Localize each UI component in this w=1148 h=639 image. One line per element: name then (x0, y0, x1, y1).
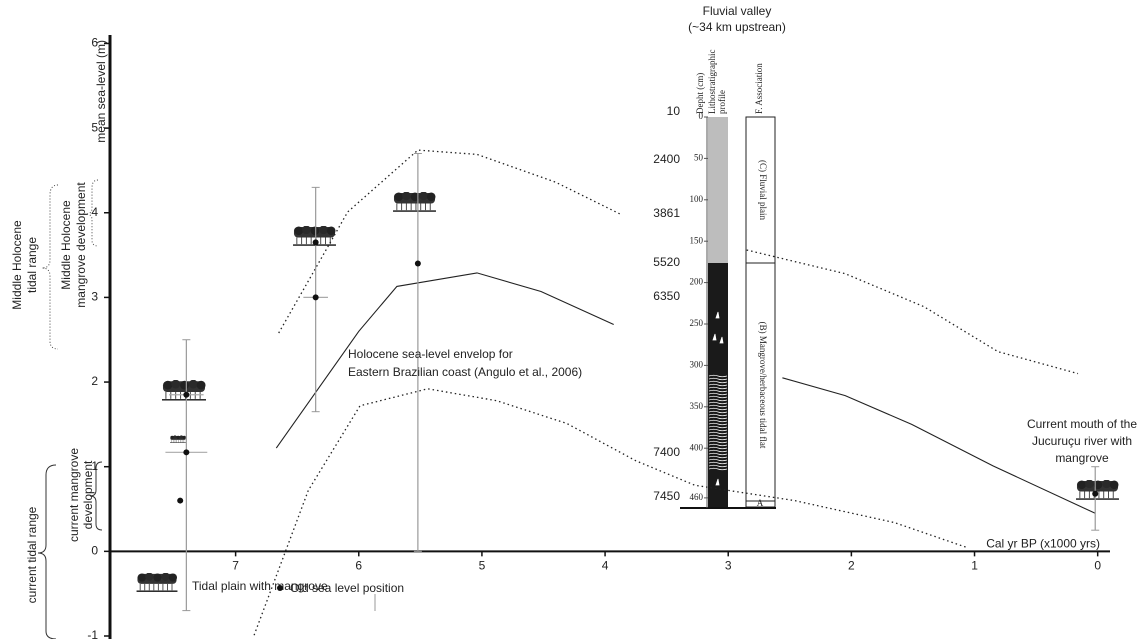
age-label: 7400 (653, 445, 680, 459)
brace (42, 185, 58, 349)
x-tick-label: 0 (1094, 559, 1101, 573)
y-axis-label: mean sea-level (m) (94, 40, 108, 143)
x-tick-label: 7 (232, 559, 239, 573)
profile-subtitle: (~34 km upstrean) (688, 20, 786, 34)
depth-label: 250 (690, 318, 704, 328)
x-tick-label: 6 (355, 559, 362, 573)
age-label: 7450 (653, 489, 680, 503)
annotation: current mangrove (67, 448, 81, 542)
column-header: profile (717, 90, 727, 114)
mangrove-icon (162, 380, 206, 400)
legend-marker (277, 585, 283, 591)
x-tick-label: 1 (971, 559, 978, 573)
annotation: mangrove development (74, 182, 88, 308)
annotation: development (81, 460, 95, 529)
legend-label: Old sea level position (290, 581, 404, 595)
data-point (177, 498, 183, 504)
age-label: 3861 (653, 206, 680, 220)
fluvial-lithology (708, 117, 728, 263)
profile-inset: Fluvial valley (~34 km upstrean) 0501001… (653, 4, 786, 509)
depth-label: 460 (690, 492, 704, 502)
data-point (183, 449, 189, 455)
x-axis-label: Cal yr BP (x1000 yrs) (986, 537, 1100, 551)
annotation: Eastern Brazilian coast (Angulo et al., … (348, 365, 582, 379)
annotation: mangrove (1055, 451, 1109, 465)
depth-label: 400 (690, 442, 704, 452)
annotation: Holocene sea-level envelop for (348, 347, 513, 361)
y-tick-label: 0 (91, 544, 98, 558)
mangrove-icons (137, 192, 1119, 592)
annotation: Jucuruçu river with (1032, 434, 1132, 448)
y-tick-label: 2 (91, 374, 98, 388)
depth-label: 200 (690, 277, 704, 287)
depth-label: 300 (690, 359, 704, 369)
data-point (415, 261, 421, 267)
y-tick-label: -1 (87, 628, 98, 639)
x-tick-label: 3 (725, 559, 732, 573)
envelope-line (254, 389, 968, 635)
data-point (313, 294, 319, 300)
data-point (313, 239, 319, 245)
unit-label: (C) Fluvial plain (758, 160, 768, 220)
mangrove-icon (393, 192, 436, 212)
x-tick-label: 2 (848, 559, 855, 573)
chart: Fluvial valley (~34 km upstrean) 0501001… (0, 0, 1148, 639)
y-tick-label: 4 (91, 205, 98, 219)
age-label: 6350 (653, 289, 680, 303)
brace (38, 465, 56, 639)
age-label: 5520 (653, 255, 680, 269)
mangrove-icon (137, 573, 178, 592)
annotation: current tidal range (25, 506, 39, 603)
annotation: tidal range (25, 237, 39, 293)
data-point (1092, 491, 1098, 497)
unit-label: (B) Mangrove/herbaceous tidal flat (758, 322, 768, 449)
column-header: F. Association (754, 63, 764, 114)
y-tick-label: 3 (91, 290, 98, 304)
mangrove-icon (1076, 480, 1119, 500)
annotation: Current mouth of the (1027, 417, 1137, 431)
data-point (183, 392, 189, 398)
annotation: Middle Holocene (10, 220, 24, 310)
page: {"chart_data": {"type": "scatter", "xlab… (0, 0, 1148, 639)
mangrove-icon (170, 435, 186, 442)
x-tick-label: 4 (602, 559, 609, 573)
column-header: Depht (cm) (695, 73, 705, 114)
unit-label: A (757, 498, 764, 508)
profile-title: Fluvial valley (703, 4, 772, 18)
depth-label: 350 (690, 401, 704, 411)
column-header: Lithostratigraphic (707, 50, 717, 114)
depth-label: 150 (690, 235, 704, 245)
depth-label: 50 (694, 152, 704, 162)
age-label: 2400 (653, 152, 680, 166)
x-tick-label: 5 (479, 559, 486, 573)
annotation: Middle Holocene (59, 200, 73, 290)
age-label: 10 (667, 104, 681, 118)
depth-label: 100 (690, 194, 704, 204)
